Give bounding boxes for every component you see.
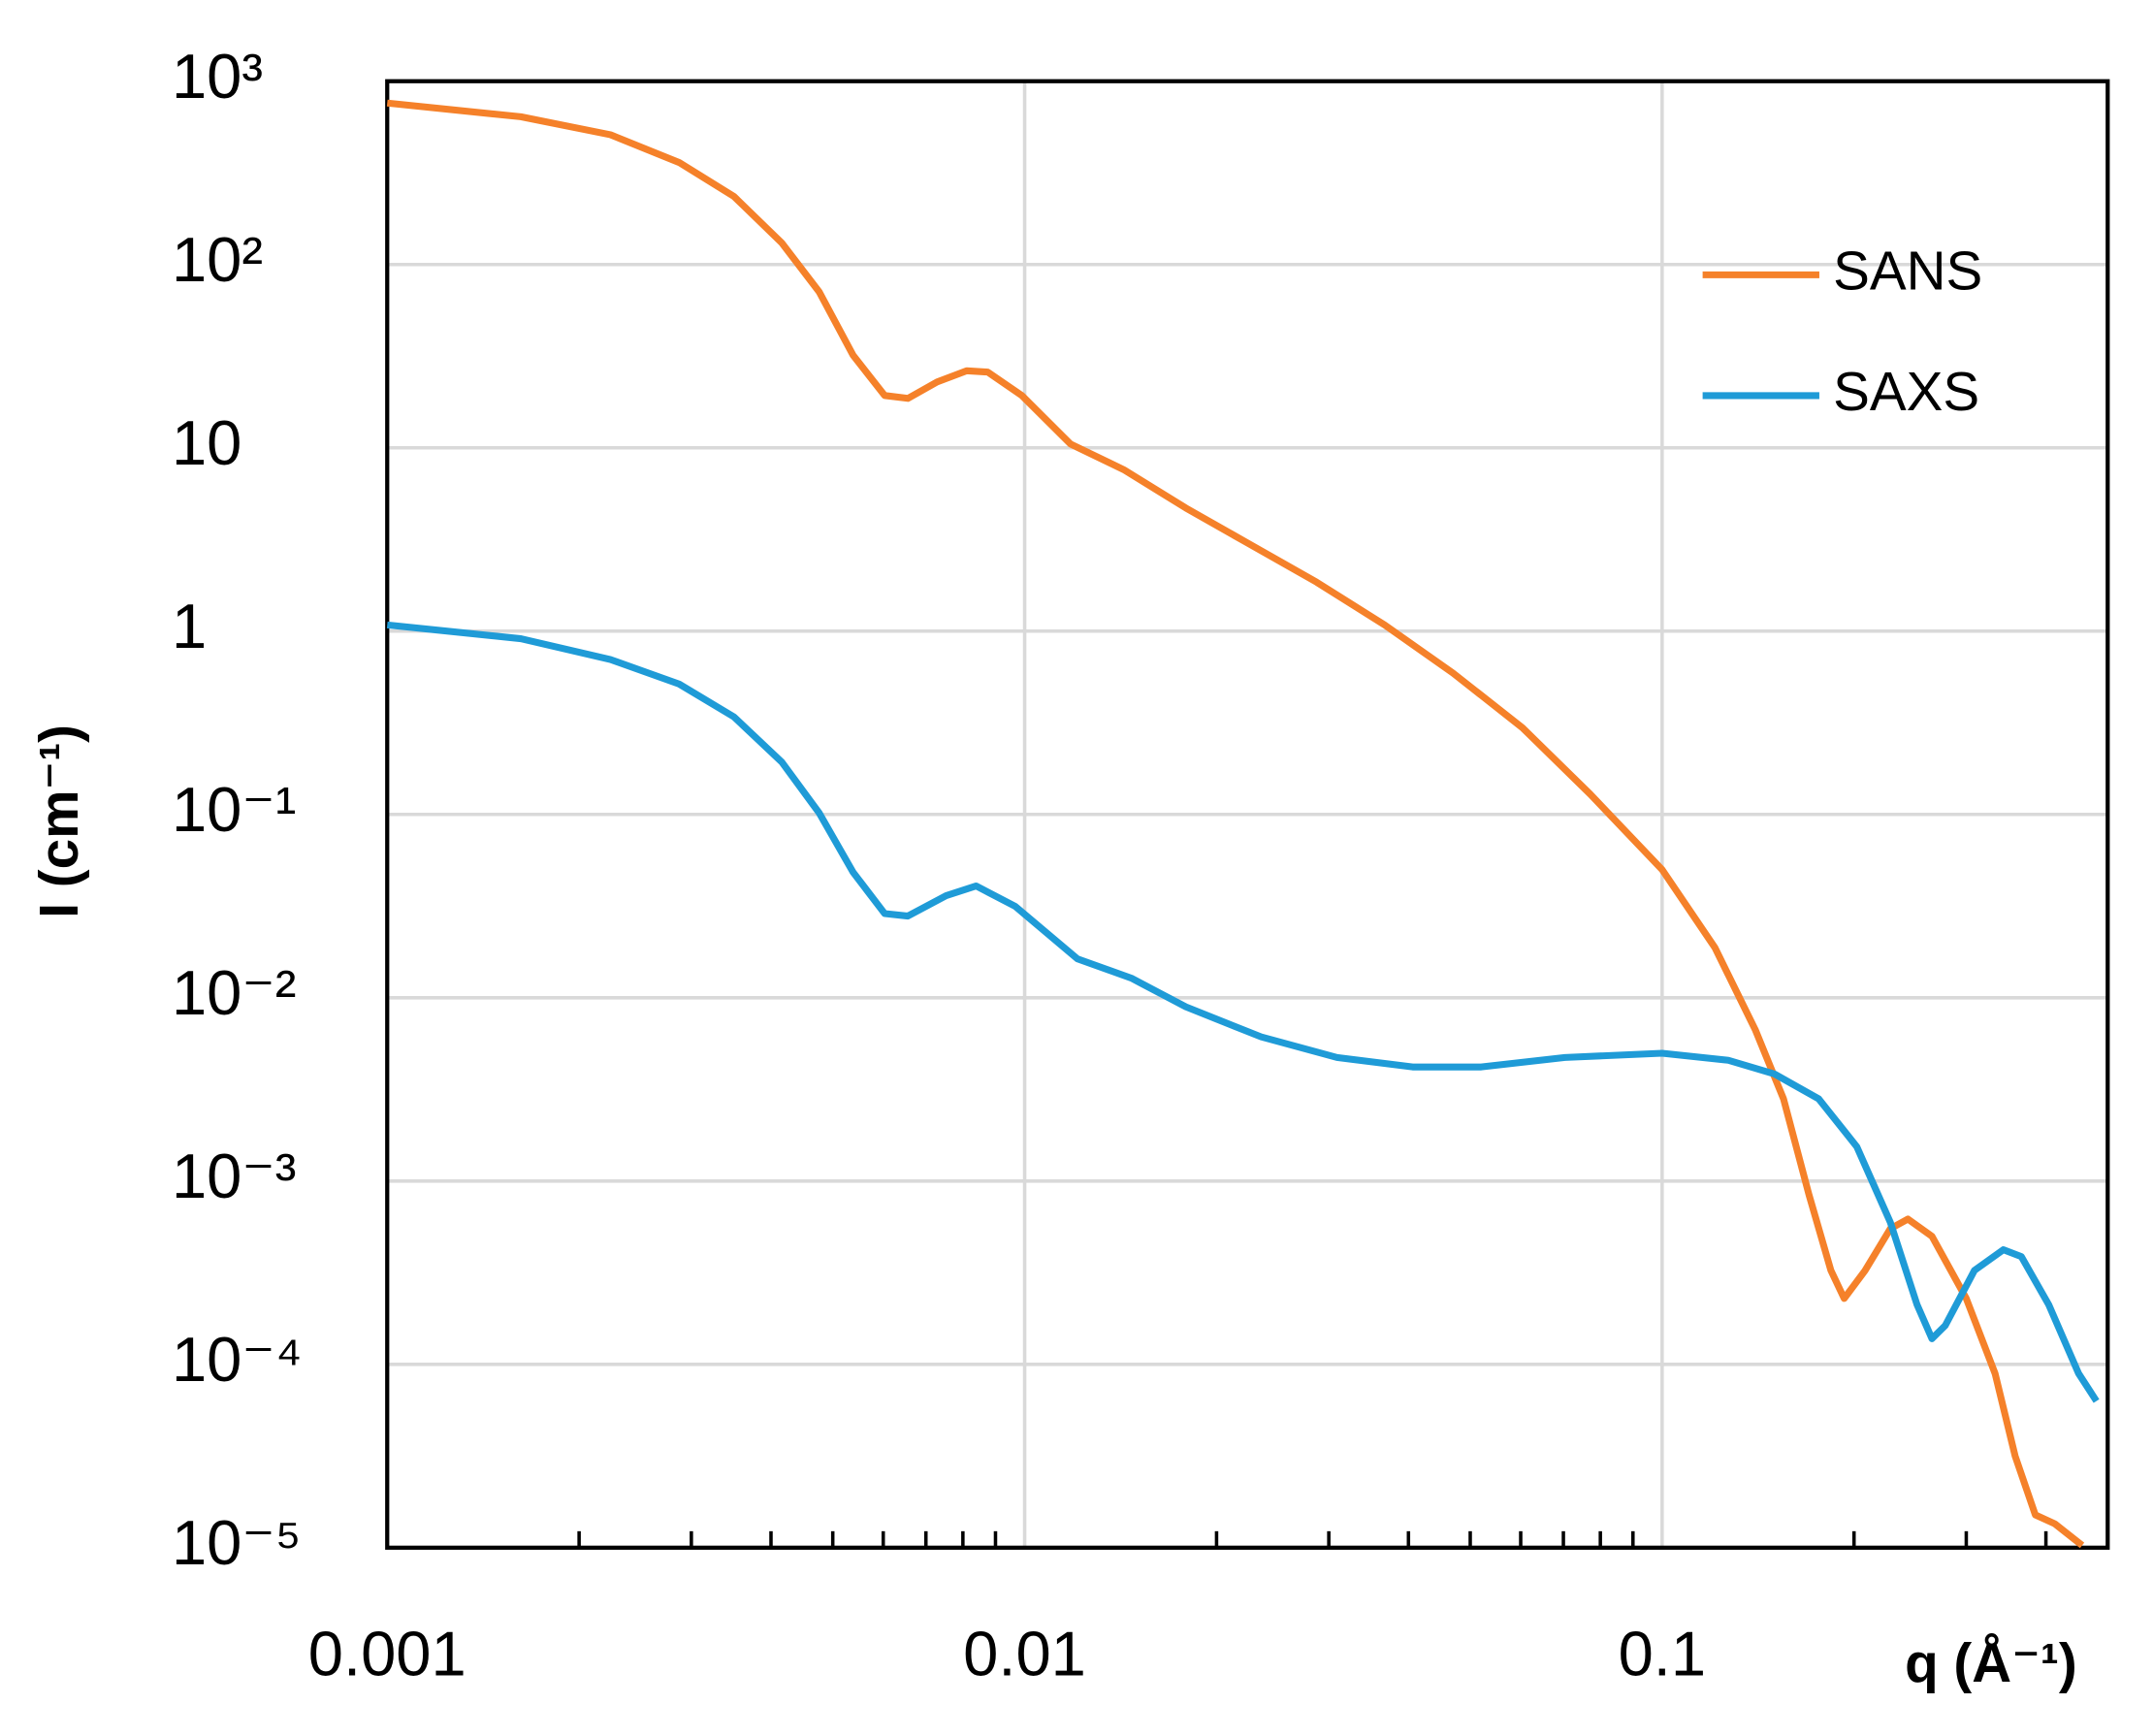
y-tick-label: 10⁻⁴	[172, 1324, 303, 1395]
data-line	[386, 621, 2100, 1403]
y-tick-label: 10²	[172, 224, 263, 295]
x-tick-label: 0.01	[963, 1619, 1086, 1689]
x-axis-label: q (Å⁻¹)	[1905, 1632, 2077, 1694]
plot-frame	[385, 79, 2110, 1550]
y-tick-label: 10	[172, 407, 241, 478]
y-tick-label: 10⁻¹	[172, 774, 296, 845]
y-tick-label: 1	[172, 591, 207, 661]
legend-label: SANS	[1833, 241, 1982, 302]
x-tick-label: 0.001	[308, 1619, 466, 1689]
y-tick-label: 10⁻⁵	[172, 1507, 302, 1578]
y-axis-label: I (cm⁻¹)	[29, 724, 90, 918]
y-tick-label: 10⁻³	[172, 1141, 296, 1211]
legend-label: SAXS	[1833, 362, 1979, 423]
y-tick-label: 10⁻²	[172, 957, 296, 1028]
x-tick-label: 0.1	[1619, 1619, 1707, 1689]
y-tick-label: 10³	[172, 41, 263, 112]
data-line	[386, 99, 2085, 1549]
